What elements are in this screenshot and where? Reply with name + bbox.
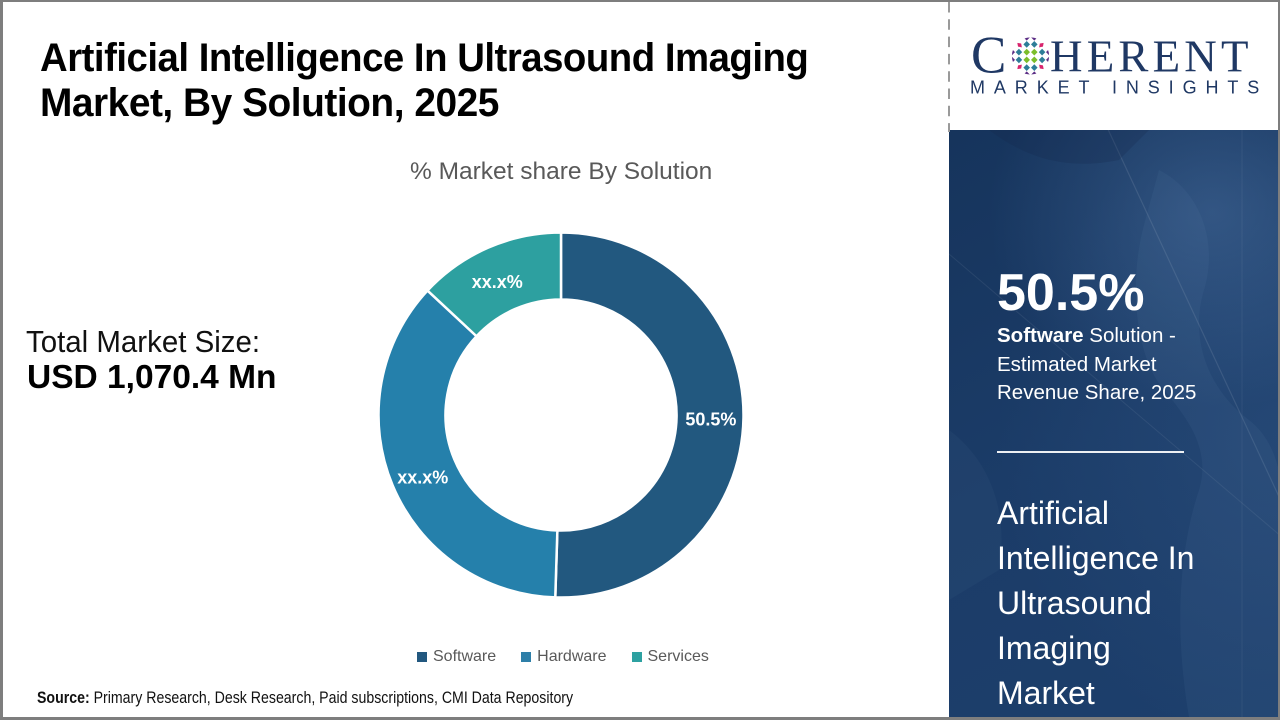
svg-text:50.5%: 50.5% xyxy=(685,410,736,430)
svg-text:MARKET INSIGHTS: MARKET INSIGHTS xyxy=(970,78,1268,98)
svg-text:HERENT: HERENT xyxy=(1050,32,1253,82)
svg-text:xx.x%: xx.x% xyxy=(472,272,523,292)
svg-text:C: C xyxy=(971,27,1006,85)
svg-text:xx.x%: xx.x% xyxy=(397,468,448,488)
